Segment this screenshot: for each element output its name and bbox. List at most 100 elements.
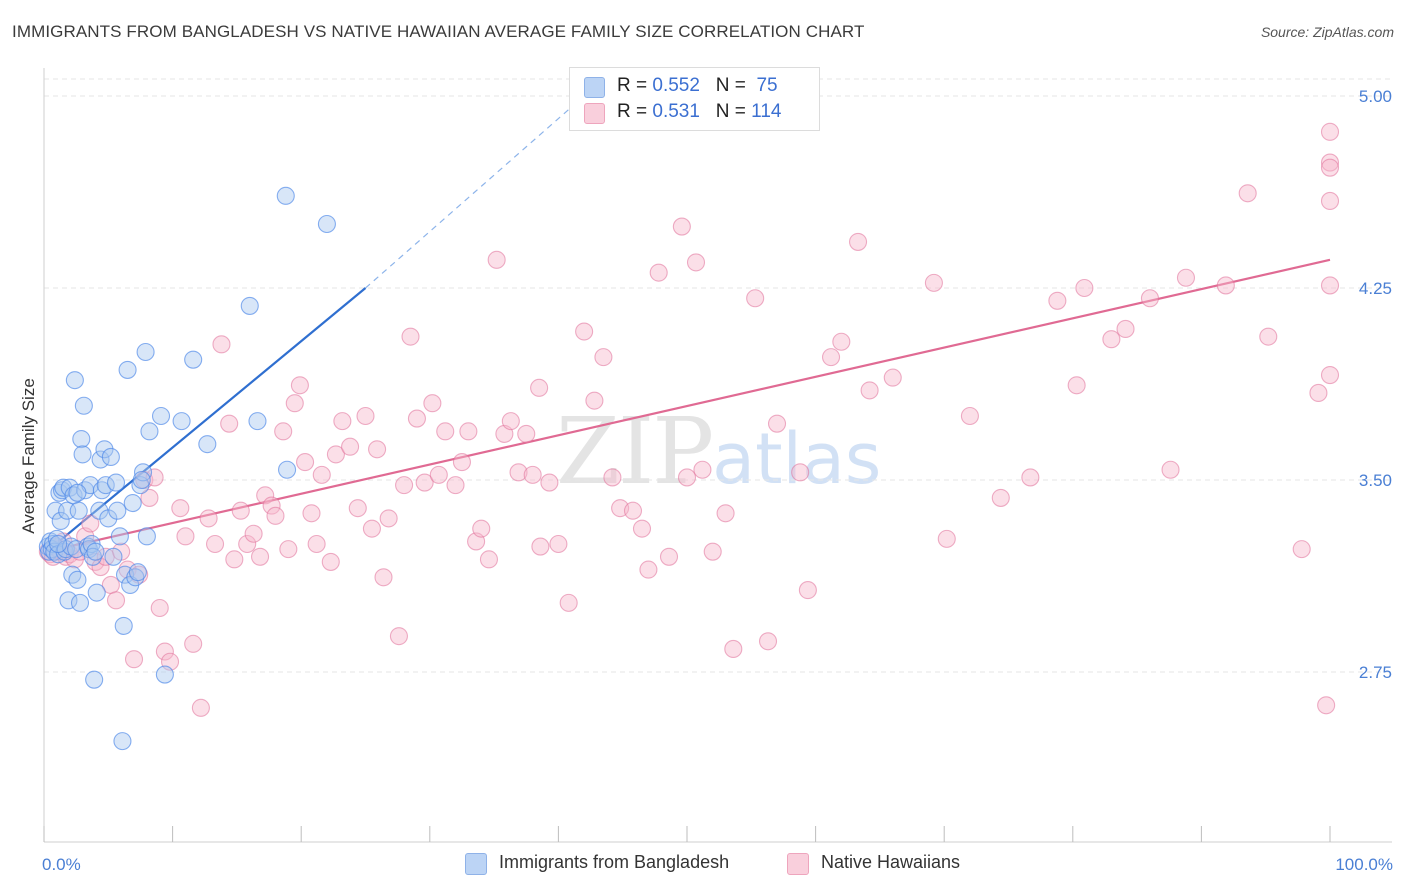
data-point-native-hawaiian	[290, 376, 309, 395]
legend-swatch-pink	[584, 103, 605, 124]
data-point-bangladesh	[54, 478, 73, 497]
data-point-native-hawaiian	[540, 473, 559, 492]
data-point-native-hawaiian	[244, 524, 263, 543]
data-point-native-hawaiian	[326, 445, 345, 464]
data-point-bangladesh	[278, 460, 297, 479]
data-point-native-hawaiian	[362, 519, 381, 538]
data-point-native-hawaiian	[1048, 291, 1067, 310]
data-point-bangladesh	[133, 463, 153, 482]
data-point-native-hawaiian	[1067, 376, 1086, 395]
data-point-native-hawaiian	[140, 488, 159, 507]
legend-n-value: 114	[751, 101, 782, 122]
data-point-native-hawaiian	[509, 463, 528, 482]
data-point-bangladesh	[136, 342, 155, 362]
data-point-native-hawaiian	[821, 348, 841, 367]
legend-r-value: 0.531	[652, 101, 700, 122]
data-point-bangladesh	[108, 501, 127, 520]
data-point-native-hawaiian	[798, 581, 817, 600]
bottom-legend-label: Immigrants from Bangladesh	[499, 852, 730, 872]
data-point-native-hawaiian	[686, 253, 706, 272]
data-point-bangladesh	[101, 447, 120, 467]
data-point-native-hawaiian	[379, 509, 398, 528]
data-point-native-hawaiian	[487, 250, 506, 269]
data-point-native-hawaiian	[423, 394, 442, 413]
trend-line-bangladesh-extension	[365, 95, 585, 289]
data-point-native-hawaiian	[1021, 468, 1040, 487]
data-point-native-hawaiian	[415, 473, 434, 492]
data-point-bangladesh	[63, 565, 82, 584]
trend-line-bangladesh	[45, 287, 367, 553]
data-point-native-hawaiian	[436, 422, 455, 441]
data-point-native-hawaiian	[677, 468, 697, 487]
data-point-native-hawaiian	[150, 598, 169, 618]
axis-labels: 2.75 3.50 4.25 5.00 0.0% 100.0% Average Family…	[19, 87, 1393, 874]
data-point-native-hawaiian	[575, 322, 594, 341]
data-point-bangladesh	[155, 665, 174, 684]
data-point-native-hawaiian	[716, 504, 735, 523]
data-point-native-hawaiian	[585, 391, 604, 410]
data-point-native-hawaiian	[1317, 696, 1336, 715]
data-point-native-hawaiian	[767, 414, 787, 433]
data-point-native-hawaiian	[225, 550, 244, 569]
data-point-native-hawaiian	[155, 642, 174, 661]
data-point-native-hawaiian	[649, 263, 668, 282]
data-point-bangladesh	[276, 186, 295, 205]
data-point-native-hawaiian	[401, 327, 420, 346]
data-point-native-hawaiian	[212, 335, 231, 354]
x-tick-label: 0.0%	[42, 855, 81, 874]
data-point-bangladesh	[248, 412, 267, 431]
data-point-bangladesh	[151, 406, 171, 426]
data-point-native-hawaiian	[746, 289, 765, 308]
data-point-native-hawaiian	[348, 499, 367, 518]
data-point-bangladesh	[184, 350, 203, 369]
data-point-native-hawaiian	[832, 332, 851, 351]
data-point-bangladesh	[73, 445, 92, 464]
data-point-native-hawaiian	[1292, 540, 1311, 559]
data-point-native-hawaiian	[1320, 122, 1340, 141]
data-point-bangladesh	[95, 440, 114, 459]
data-point-native-hawaiian	[623, 501, 643, 520]
data-point-bangladesh	[198, 435, 217, 454]
legend-r-value: 0.552	[652, 75, 700, 96]
data-point-native-hawaiian	[395, 476, 414, 495]
legend-r-label: R =	[617, 101, 648, 122]
data-point-bangladesh	[49, 534, 68, 554]
bottom-legend-label: Native Hawaiians	[821, 852, 961, 872]
data-point-bangladesh	[140, 422, 159, 441]
data-point-native-hawaiian	[1238, 184, 1257, 203]
data-point-bangladesh	[51, 511, 70, 531]
correlation-legend: R = 0.552 N = 75 R = 0.531 N = 114	[569, 67, 820, 131]
data-point-native-hawaiian	[549, 534, 568, 554]
data-point-native-hawaiian	[368, 440, 387, 459]
data-point-native-hawaiian	[407, 409, 426, 428]
data-point-native-hawaiian	[672, 217, 691, 236]
data-point-native-hawaiian	[791, 463, 810, 482]
data-point-native-hawaiian	[659, 547, 679, 566]
data-point-bangladesh	[106, 473, 126, 492]
data-point-native-hawaiian	[479, 550, 499, 569]
data-point-native-hawaiian	[924, 273, 943, 292]
data-point-bangladesh	[65, 371, 84, 390]
data-point-native-hawaiian	[693, 460, 712, 479]
data-point-bangladesh	[91, 450, 110, 469]
data-point-native-hawaiian	[559, 593, 578, 612]
data-point-native-hawaiian	[531, 537, 550, 556]
data-point-native-hawaiian	[191, 698, 210, 717]
watermark: ZIPatlas	[556, 398, 881, 505]
data-point-native-hawaiian	[883, 368, 902, 387]
data-point-native-hawaiian	[501, 412, 520, 431]
data-point-native-hawaiian	[238, 534, 257, 554]
legend-n-label: N =	[715, 75, 746, 96]
series-immigrants-bangladesh	[38, 186, 336, 751]
data-point-native-hawaiian	[459, 422, 478, 441]
legend-swatch-blue	[584, 77, 605, 98]
data-point-native-hawaiian	[231, 501, 250, 520]
data-point-native-hawaiian	[1320, 191, 1340, 211]
data-point-native-hawaiian	[860, 381, 879, 400]
data-point-native-hawaiian	[1320, 153, 1340, 172]
data-point-bangladesh	[114, 616, 133, 635]
legend-n-label: N =	[715, 101, 746, 122]
data-point-native-hawaiian	[184, 634, 203, 653]
data-point-native-hawaiian	[991, 488, 1010, 507]
